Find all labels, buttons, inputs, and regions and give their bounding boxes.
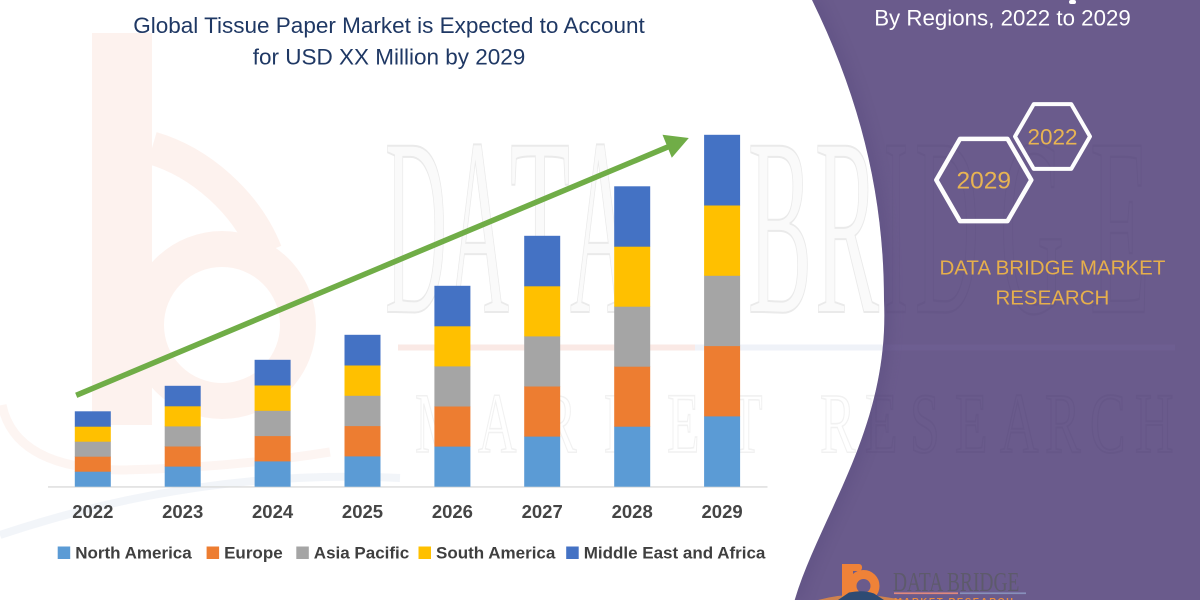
svg-text:for USD XX Million by 2029: for USD XX Million by 2029: [253, 45, 526, 70]
svg-text:MARKET RESEARCH: MARKET RESEARCH: [894, 597, 1015, 601]
svg-text:E: E: [955, 376, 988, 471]
svg-text:RESEARCH: RESEARCH: [995, 287, 1109, 310]
svg-text:Middle East and Africa: Middle East and Africa: [584, 544, 766, 563]
svg-text:R: R: [820, 376, 856, 471]
svg-text:North America: North America: [75, 544, 192, 563]
svg-text:S: S: [910, 376, 940, 471]
svg-text:2022: 2022: [72, 501, 113, 522]
svg-text:Global Tissue Paper Market is: Global Tissue Paper Market is Expected t…: [133, 13, 645, 38]
svg-text:By Regions, 2022 to 2029: By Regions, 2022 to 2029: [874, 6, 1131, 31]
svg-text:C: C: [1090, 376, 1126, 471]
svg-text:B: B: [748, 86, 812, 368]
svg-text:2024: 2024: [252, 501, 294, 522]
svg-text:D: D: [915, 86, 979, 368]
svg-text:A: A: [1000, 376, 1039, 471]
svg-text:2026: 2026: [432, 501, 473, 522]
svg-text:A: A: [570, 87, 632, 368]
svg-text:2029: 2029: [957, 168, 1012, 195]
svg-text:A: A: [478, 376, 517, 471]
svg-text:2028: 2028: [612, 501, 653, 522]
svg-text:2025: 2025: [342, 501, 383, 522]
svg-text:2027: 2027: [522, 501, 563, 522]
svg-text:I: I: [884, 88, 908, 368]
svg-text:E: E: [1090, 85, 1150, 367]
svg-text:R: R: [1045, 376, 1081, 471]
svg-text:2023: 2023: [162, 501, 203, 522]
svg-text:DATA BRIDGE MARKET: DATA BRIDGE MARKET: [939, 257, 1165, 280]
svg-text:E: E: [667, 376, 700, 471]
svg-text:G: G: [1000, 86, 1064, 368]
svg-text:Europe: Europe: [224, 544, 283, 563]
svg-text:2022: 2022: [1027, 125, 1077, 150]
svg-text:2029: 2029: [702, 501, 743, 522]
svg-text:South America: South America: [436, 544, 556, 563]
svg-text:Asia Pacific: Asia Pacific: [314, 544, 409, 563]
svg-text:H: H: [1135, 376, 1174, 471]
